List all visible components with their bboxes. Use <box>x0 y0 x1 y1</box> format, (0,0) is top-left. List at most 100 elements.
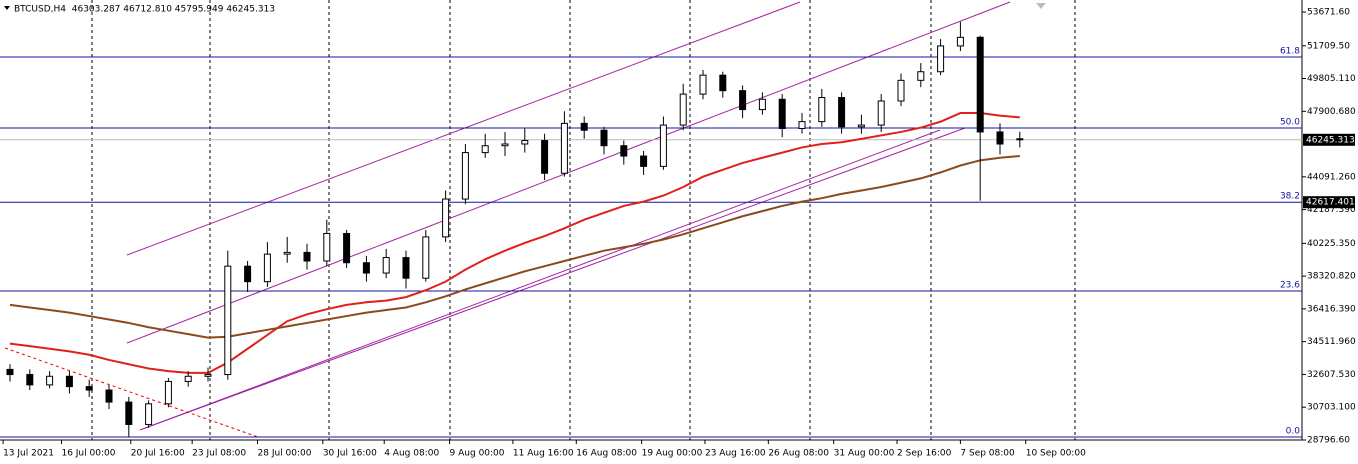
candle-body <box>26 374 34 386</box>
candle-body <box>640 155 648 167</box>
x-tick-label: 31 Aug 00:00 <box>834 449 895 459</box>
candle-body <box>65 375 73 388</box>
candle-body <box>1016 138 1024 141</box>
ma-layer <box>9 112 1020 374</box>
channel-line <box>126 1 801 256</box>
candle-body <box>521 140 529 145</box>
candle-body <box>956 36 964 47</box>
candle-body <box>541 140 549 174</box>
x-tick-label: 16 Aug 08:00 <box>576 449 637 459</box>
candle-body <box>105 389 113 403</box>
y-tick-label: 49805.110 <box>1307 74 1356 84</box>
price-label: 46245.313 <box>1306 135 1355 145</box>
candle-body <box>659 124 667 167</box>
candle-body <box>263 253 271 283</box>
candle-body <box>937 45 945 73</box>
y-tick-label: 32607.530 <box>1307 370 1356 380</box>
candle-body <box>184 375 192 382</box>
fib-label: 23.6 <box>1280 281 1300 291</box>
candle-body <box>620 145 628 157</box>
moving-average <box>9 155 1020 339</box>
candle-body <box>343 232 351 264</box>
candle-body <box>838 97 846 128</box>
x-tick-label: 23 Jul 08:00 <box>192 449 246 459</box>
candle-body <box>85 386 93 391</box>
candle-body <box>382 257 390 274</box>
candle-body <box>224 265 232 376</box>
y-tick-label: 40225.350 <box>1307 239 1356 249</box>
x-tick-label: 19 Aug 00:00 <box>642 449 703 459</box>
candle-body <box>422 236 430 279</box>
candle-body <box>798 121 806 130</box>
chart-title: BTCUSD,H4 46303.287 46712.810 45795.949 … <box>14 5 275 15</box>
candle-body <box>461 152 469 200</box>
candle-body <box>758 98 766 111</box>
candle-body <box>897 79 905 102</box>
x-tick-label: 7 Sep 08:00 <box>960 449 1015 459</box>
price-label-bg <box>1303 196 1355 209</box>
candles-layer <box>6 21 1024 437</box>
scroll-marker <box>1036 3 1046 9</box>
moving-average <box>9 112 1020 374</box>
price-label-bg <box>1303 133 1355 146</box>
candle-body <box>6 368 14 376</box>
x-tick-label: 9 Aug 00:00 <box>450 449 505 459</box>
candle-body <box>719 74 727 92</box>
candle-body <box>877 100 885 126</box>
candle-body <box>145 403 153 425</box>
candle-body <box>976 36 984 133</box>
candle-body <box>778 98 786 130</box>
x-tick-label: 11 Aug 16:00 <box>513 449 574 459</box>
candle-body <box>679 93 687 126</box>
x-tick-label: 23 Aug 16:00 <box>705 449 766 459</box>
x-tick-label: 20 Jul 16:00 <box>131 449 185 459</box>
y-tick-label: 30703.100 <box>1307 403 1356 413</box>
y-tick-label: 38320.820 <box>1307 272 1356 282</box>
y-tick-label: 36416.390 <box>1307 304 1356 314</box>
y-tick-label: 47900.680 <box>1307 107 1356 117</box>
candle-body <box>560 122 568 174</box>
fib-label: 38.2 <box>1280 192 1300 202</box>
y-tick-label: 28796.60 <box>1307 436 1350 446</box>
period-separators <box>91 0 1076 440</box>
candle-body <box>125 401 133 425</box>
candle-body <box>442 198 450 238</box>
candle-body <box>402 257 410 279</box>
candle-body <box>323 232 331 262</box>
channel-line <box>139 129 941 431</box>
candle-body <box>362 262 370 274</box>
fib-label: 0.0 <box>1286 427 1301 437</box>
trend-line <box>4 347 259 438</box>
candle-body <box>303 251 311 262</box>
fib-label: 61.8 <box>1280 47 1300 57</box>
candle-body <box>600 129 608 147</box>
x-tick-label: 28 Jul 00:00 <box>258 449 312 459</box>
x-tick-label: 30 Jul 16:00 <box>323 449 377 459</box>
y-tick-label: 53671.60 <box>1307 7 1350 17</box>
x-tick-label: 10 Sep 00:00 <box>1026 449 1086 459</box>
fib-layer: 61.8 50.0 38.2 23.6 0.0 <box>0 47 1302 438</box>
candle-body <box>996 131 1004 145</box>
x-tick-label: 2 Sep 16:00 <box>897 449 952 459</box>
candle-body <box>244 265 252 283</box>
candle-body <box>857 124 865 128</box>
candle-body <box>917 71 925 81</box>
candle-body <box>580 122 588 131</box>
x-tick-label: 4 Aug 08:00 <box>384 449 439 459</box>
x-tick-label: 26 Aug 08:00 <box>768 449 829 459</box>
candle-body <box>164 380 172 405</box>
y-tick-label: 44091.260 <box>1307 172 1356 182</box>
candle-body <box>481 145 489 154</box>
candle-body <box>739 90 747 111</box>
price-label: 42617.401 <box>1306 198 1355 208</box>
channel-lines <box>126 1 1011 431</box>
channel-line <box>144 127 966 429</box>
y-tick-label: 42187.390 <box>1307 205 1356 215</box>
candle-body <box>818 97 826 123</box>
x-tick-label: 16 Jul 00:00 <box>61 449 115 459</box>
y-tick-label: 34511.960 <box>1307 337 1356 347</box>
candle-body <box>204 374 212 377</box>
